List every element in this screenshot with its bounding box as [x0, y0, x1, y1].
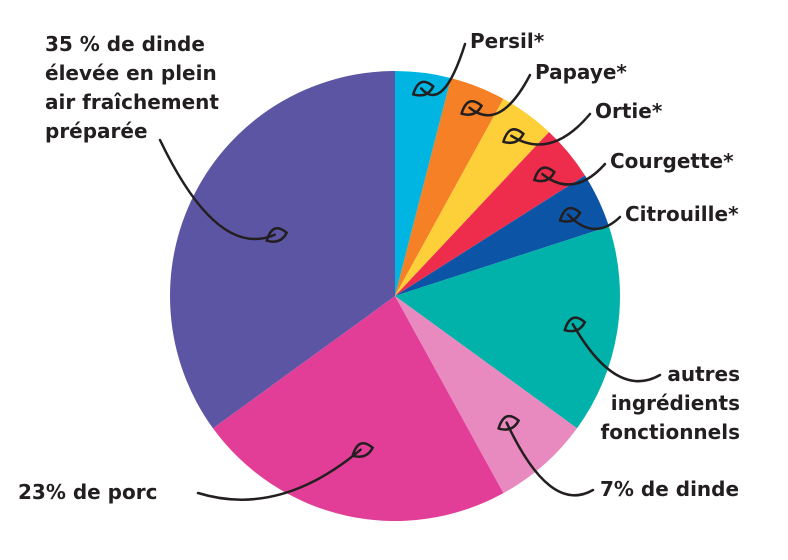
slice-label: 35 % de dinde élevée en plein air fraîchem… — [45, 32, 219, 143]
pie-slice — [395, 226, 620, 429]
label-line: Citrouille* — [625, 202, 739, 226]
arrow-head — [265, 226, 289, 243]
arrow-head — [497, 414, 521, 431]
slice-label: 7% de dinde — [600, 477, 739, 501]
arrow — [505, 421, 595, 497]
pie-slice — [212, 296, 504, 522]
label-line: autres — [667, 362, 740, 386]
arrow — [419, 42, 467, 97]
slice-label: 23% de porc — [18, 480, 157, 504]
arrow — [158, 138, 276, 241]
arrow — [571, 322, 662, 383]
slice-label: Papaye* — [535, 60, 627, 84]
slice-label: autres ingrédients fonctionnels — [601, 362, 741, 444]
arrow-head — [558, 206, 582, 223]
slice-label: Courgette* — [610, 149, 734, 173]
pie-slice — [170, 71, 395, 429]
label-line: Courgette* — [610, 149, 734, 173]
arrow-head — [351, 441, 375, 458]
label-line: 7% de dinde — [600, 477, 739, 501]
pie-slice — [395, 296, 578, 494]
slice-label: Persil* — [470, 29, 545, 53]
label-line: élevée en plein — [45, 61, 217, 85]
label-line: fonctionnels — [601, 420, 741, 444]
label-line: Ortie* — [595, 99, 663, 123]
pie-slice — [395, 175, 609, 296]
slice-label: Ortie* — [595, 99, 663, 123]
label-line: ingrédients — [611, 391, 740, 415]
slice-label: Citrouille* — [625, 202, 739, 226]
label-line: Papaye* — [535, 60, 627, 84]
pie-slice — [395, 78, 504, 296]
arrow-head — [460, 99, 484, 116]
pie-slice — [395, 98, 550, 296]
pie-slice — [395, 71, 451, 296]
label-line: Persil* — [470, 29, 545, 53]
label-line: préparée — [45, 119, 148, 143]
label-line: air fraîchement — [45, 90, 219, 114]
label-line: 35 % de dinde — [45, 32, 205, 56]
label-line: 23% de porc — [18, 480, 157, 504]
arrow-head — [563, 316, 587, 333]
arrow-head — [533, 166, 556, 183]
arrow — [196, 448, 362, 501]
arrow-head — [411, 80, 435, 97]
arrow-head — [502, 128, 525, 145]
